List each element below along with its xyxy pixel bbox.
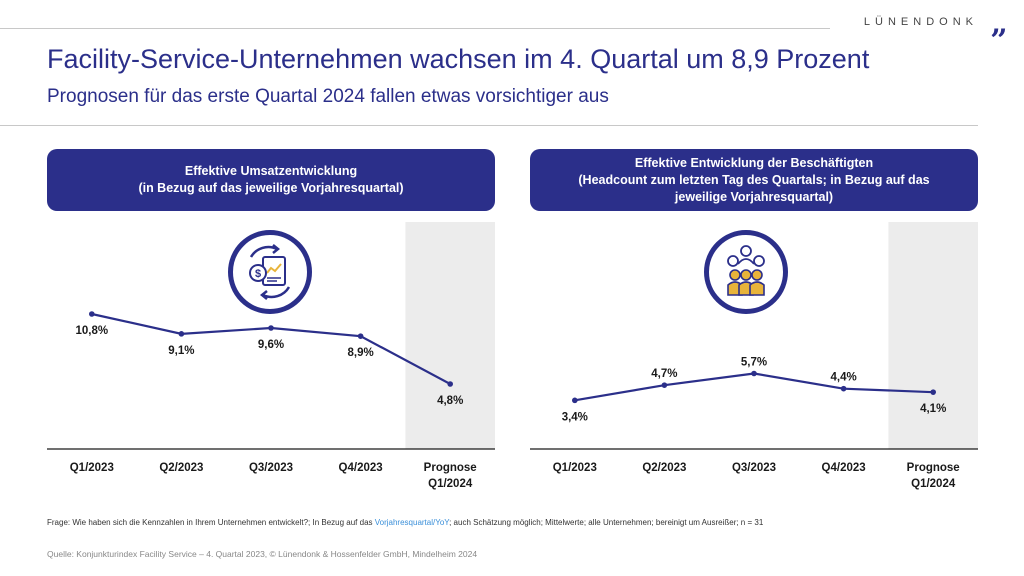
brand-quote-icon: „: [990, 6, 1008, 41]
revenue-data-point: [357, 333, 364, 339]
revenue-data-point: [268, 325, 274, 331]
revenue-data-label: 10,8%: [75, 325, 108, 337]
right-panel-header: Effektive Entwicklung der Beschäftigten …: [530, 149, 978, 211]
revenue-tick-label: Q3/2023: [249, 462, 293, 474]
employees-data-label: 4,1%: [920, 403, 946, 415]
page-title: Facility-Service-Unternehmen wachsen im …: [47, 44, 870, 74]
employees-data-point: [930, 389, 936, 395]
revenue-tick-label: Q1/2024: [428, 478, 473, 490]
employees-forecast-area: [888, 222, 978, 449]
employees-group-icon: [704, 230, 788, 314]
revenue-tick-label: Q1/2023: [70, 462, 114, 474]
employees-series-line: [574, 372, 934, 402]
right-panel-header-line1: Effektive Entwicklung der Beschäftigten: [634, 155, 874, 170]
question-text-before: Frage: Wie haben sich die Kennzahlen in …: [47, 518, 375, 527]
revenue-tick-label: Q2/2023: [159, 462, 203, 474]
revenue-data-point: [89, 311, 95, 317]
employees-tick-label: Q1/2023: [553, 462, 597, 474]
employees-data-point: [751, 370, 757, 377]
revenue-data-label: 8,9%: [347, 347, 373, 359]
employees-data-point: [661, 382, 668, 388]
revenue-document-icon: $: [228, 230, 312, 314]
employees-data-label: 5,7%: [741, 357, 767, 369]
left-panel-header: Effektive Umsatzentwicklung (in Bezug au…: [47, 149, 495, 211]
revenue-data-point: [447, 381, 454, 387]
revenue-tick-label: Prognose: [424, 462, 477, 474]
source-note: Quelle: Konjunkturindex Facility Service…: [47, 549, 478, 559]
employees-data-point: [840, 385, 847, 392]
right-panel-header-line2: (Headcount zum letzten Tag des Quartals;…: [578, 172, 930, 187]
revenue-document-icon-graphic: $: [249, 244, 291, 300]
brand-logo: LÜNENDONK: [863, 16, 978, 28]
employees-tick-label: Q2/2023: [642, 462, 686, 474]
employees-tick-label: Q1/2024: [911, 478, 956, 490]
employees-tick-label: Q3/2023: [732, 462, 776, 474]
left-panel-header-line2: (in Bezug auf das jeweilige Vorjahresqua…: [138, 181, 404, 195]
employees-tick-label: Prognose: [907, 462, 960, 474]
question-text-after: ; auch Schätzung möglich; Mittelwerte; a…: [449, 518, 764, 527]
employees-tick-label: Q4/2023: [822, 462, 866, 474]
left-panel-header-line1: Effektive Umsatzentwicklung: [184, 164, 358, 178]
revenue-forecast-area: [405, 222, 495, 449]
question-link-vorjahresquartal[interactable]: Vorjahresquartal/YoY: [374, 518, 450, 527]
svg-text:$: $: [255, 268, 261, 280]
top-divider: [0, 28, 830, 29]
survey-question-note: Frage: Wie haben sich die Kennzahlen in …: [47, 518, 763, 527]
employees-group-icon-graphic: [727, 245, 765, 296]
employees-data-label: 3,4%: [562, 411, 588, 423]
employees-data-point: [572, 397, 578, 404]
revenue-data-point: [178, 331, 185, 337]
revenue-data-label: 4,8%: [437, 395, 463, 407]
revenue-data-label: 9,6%: [258, 339, 284, 351]
page-subtitle: Prognosen für das erste Quartal 2024 fal…: [47, 86, 609, 107]
title-divider: [0, 125, 978, 126]
employees-data-label: 4,7%: [651, 368, 677, 380]
revenue-tick-label: Q4/2023: [339, 462, 383, 474]
revenue-data-label: 9,1%: [168, 345, 194, 357]
employees-data-label: 4,4%: [830, 372, 856, 384]
right-panel-header-line3: jeweilige Vorjahresquartal): [674, 189, 834, 204]
